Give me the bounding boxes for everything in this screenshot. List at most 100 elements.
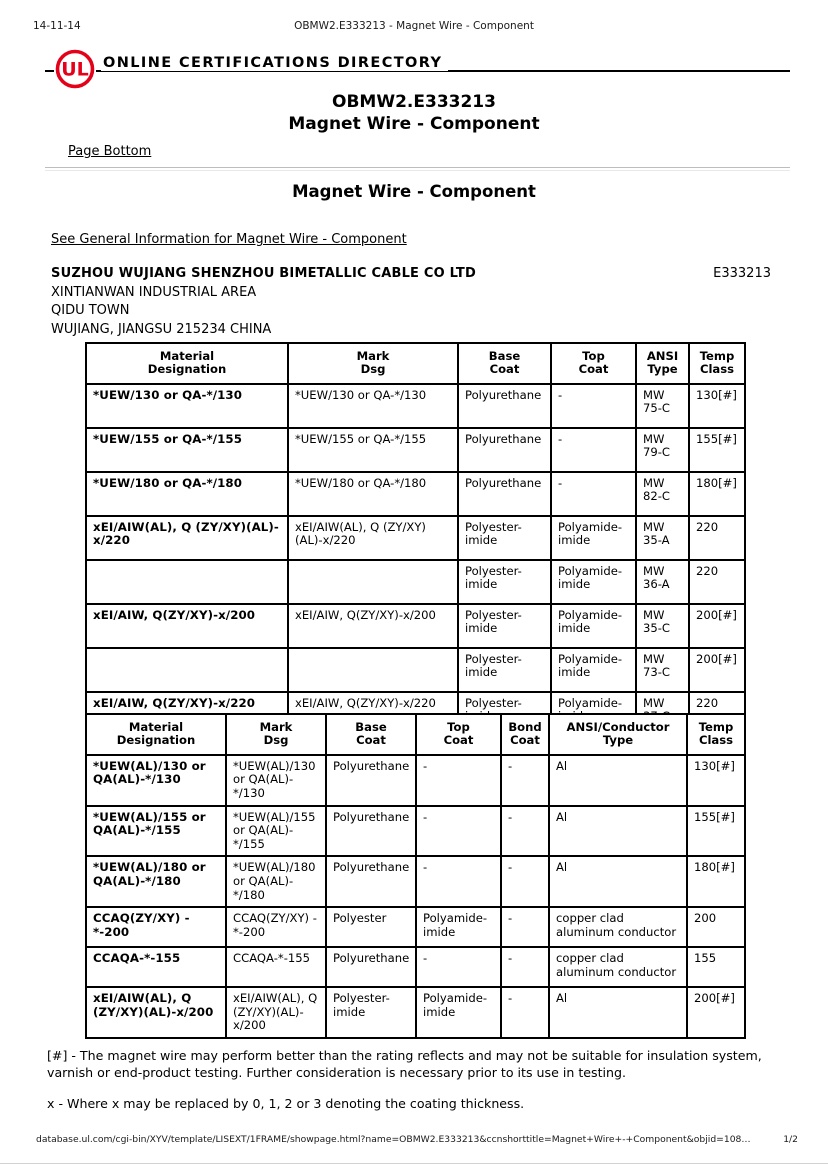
cell-ansi-type: MW 36-A: [635, 558, 690, 605]
cell-base-coat: Polyester: [325, 906, 417, 949]
cell-material-designation: *UEW/155 or QA-*/155: [85, 426, 289, 473]
cell-top-coat: Polyamide-imide: [550, 514, 637, 561]
cell-bond-coat: -: [500, 753, 550, 807]
footnote-x: x - Where x may be replaced by 0, 1, 2 o…: [47, 1095, 525, 1111]
company-name-row: SUZHOU WUJIANG SHENZHOU BIMETALLIC CABLE…: [51, 265, 771, 284]
cell-base-coat: Polyurethane: [325, 804, 417, 858]
header-line2: Designation: [116, 733, 196, 748]
header-line1: Bond: [508, 720, 542, 734]
cell-base-coat: Polyester-imide: [325, 986, 417, 1039]
company-name: SUZHOU WUJIANG SHENZHOU BIMETALLIC CABLE…: [51, 266, 476, 281]
cell-material-designation: [85, 646, 289, 693]
cell-material-designation: xEI/AIW(AL), Q (ZY/XY)(AL)-x/220: [85, 514, 289, 561]
header-line1: Mark: [259, 720, 293, 734]
cell-bond-coat: -: [500, 986, 550, 1039]
cell-top-coat: -: [550, 470, 637, 517]
cell-ansi-conductor-type: Al: [548, 804, 688, 858]
column-header-temp-class: Temp Class: [686, 713, 746, 756]
cell-base-coat: Polyester-imide: [457, 558, 552, 605]
print-header-date: 14-11-14: [33, 20, 81, 32]
cell-material-designation: [85, 558, 289, 605]
cell-mark-dsg: xEI/AIW(AL), Q (ZY/XY)(AL)-x/200: [225, 986, 327, 1039]
cell-mark-dsg: *UEW(AL)/130 or QA(AL)-*/130: [225, 753, 327, 807]
header-line2: Class: [699, 362, 735, 377]
brand-title: ONLINE CERTIFICATIONS DIRECTORY: [101, 55, 449, 71]
ul-logo: UL: [54, 48, 96, 90]
page-bottom-edge: [0, 1163, 828, 1164]
ul-brand-bar: UL ONLINE CERTIFICATIONS DIRECTORY: [45, 46, 790, 92]
cell-mark-dsg: [287, 558, 459, 605]
cell-temp-class: 200: [686, 906, 746, 949]
header-line2: Coat: [489, 362, 520, 377]
cell-top-coat: -: [415, 946, 502, 989]
cell-temp-class: 180[#]: [688, 470, 746, 517]
cell-base-coat: Polyurethane: [325, 753, 417, 807]
column-header-ansi-type: ANSI Type: [635, 342, 690, 385]
section-title: Magnet Wire - Component: [292, 182, 536, 201]
cell-temp-class: 155[#]: [688, 426, 746, 473]
cell-material-designation: *UEW(AL)/130 or QA(AL)-*/130: [85, 753, 227, 807]
print-footer-page-number: 1/2: [783, 1134, 798, 1145]
table-row: *UEW(AL)/130 or QA(AL)-*/130 *UEW(AL)/130…: [85, 753, 746, 807]
cell-temp-class: 155: [686, 946, 746, 989]
cell-top-coat: -: [415, 855, 502, 909]
header-line2: Coat: [510, 733, 540, 748]
header-line2: Dsg: [263, 733, 289, 748]
header-line2: Coat: [578, 362, 609, 377]
column-header-material-designation: Material Designation: [85, 713, 227, 756]
page-bottom-link[interactable]: Page Bottom: [68, 144, 152, 159]
cell-bond-coat: -: [500, 804, 550, 858]
cell-temp-class: 180[#]: [686, 855, 746, 909]
cell-ansi-type: MW 75-C: [635, 382, 690, 429]
table-header-row: Material Designation Mark Dsg Base Coat …: [85, 342, 746, 385]
cell-ansi-type: MW 35-C: [635, 602, 690, 649]
column-header-temp-class: Temp Class: [688, 342, 746, 385]
cell-material-designation: CCAQ(ZY/XY) -*-200: [85, 906, 227, 949]
column-header-bond-coat: Bond Coat: [500, 713, 550, 756]
header-line1: Material: [159, 349, 215, 363]
cell-base-coat: Polyurethane: [325, 946, 417, 989]
print-footer: database.ul.com/cgi-bin/XYV/template/LIS…: [0, 1134, 828, 1148]
header-line1: Mark: [356, 349, 390, 363]
general-information-link[interactable]: See General Information for Magnet Wire …: [51, 232, 407, 247]
header-line1: Base: [488, 349, 521, 363]
cell-top-coat: -: [550, 382, 637, 429]
table-row: CCAQA-*-155 CCAQA-*-155 Polyurethane - - copp…: [85, 946, 746, 989]
table-header-row: Material Designation Mark Dsg Base Coat …: [85, 713, 746, 756]
footnote-hash: [#] - The magnet wire may perform better…: [47, 1048, 762, 1080]
cell-ansi-conductor-type: Al: [548, 753, 688, 807]
table-row: *UEW/155 or QA-*/155 *UEW/155 or QA-*/155…: [85, 426, 746, 473]
column-header-material-designation: Material Designation: [85, 342, 289, 385]
cell-ansi-type: MW 73-C: [635, 646, 690, 693]
cell-bond-coat: -: [500, 855, 550, 909]
cell-top-coat: Polyamide-imide: [415, 986, 502, 1039]
table-row: *UEW/130 or QA-*/130 *UEW/130 or QA-*/130…: [85, 382, 746, 429]
cell-mark-dsg: *UEW/155 or QA-*/155: [287, 426, 459, 473]
cell-top-coat: Polyamide-imide: [550, 602, 637, 649]
footnotes-block: [#] - The magnet wire may perform better…: [47, 1048, 787, 1112]
cell-top-coat: -: [550, 426, 637, 473]
cell-temp-class: 200[#]: [688, 646, 746, 693]
cell-mark-dsg: xEI/AIW(AL), Q (ZY/XY)(AL)-x/220: [287, 514, 459, 561]
cell-base-coat: Polyurethane: [325, 855, 417, 909]
cell-ansi-conductor-type: copper clad aluminum conductor: [548, 906, 688, 949]
cell-top-coat: Polyamide-imide: [415, 906, 502, 949]
header-line2: Type: [602, 733, 634, 748]
cell-mark-dsg: *UEW/180 or QA-*/180: [287, 470, 459, 517]
company-address-line: WUJIANG, JIANGSU 215234 CHINA: [51, 321, 272, 337]
cell-mark-dsg: xEI/AIW, Q(ZY/XY)-x/200: [287, 602, 459, 649]
cell-bond-coat: -: [500, 946, 550, 989]
column-header-top-coat: Top Coat: [550, 342, 637, 385]
cell-temp-class: 200[#]: [686, 986, 746, 1039]
header-line1: ANSI: [646, 349, 679, 363]
table-row: xEI/AIW, Q(ZY/XY)-x/200 xEI/AIW, Q(ZY/XY)…: [85, 602, 746, 649]
cell-temp-class: 155[#]: [686, 804, 746, 858]
magnet-wire-table-aluminum: Material Designation Mark Dsg Base Coat …: [85, 713, 746, 1039]
cell-material-designation: CCAQA-*-155: [85, 946, 227, 989]
cell-ansi-conductor-type: Al: [548, 986, 688, 1039]
cell-temp-class: 130[#]: [688, 382, 746, 429]
document-title: OBMW2.E333213 Magnet Wire - Component: [0, 92, 828, 135]
table-row: xEI/AIW(AL), Q (ZY/XY)(AL)-x/220 xEI/AIW(…: [85, 514, 746, 561]
header-line1: Top: [447, 720, 470, 734]
cell-material-designation: *UEW(AL)/180 or QA(AL)-*/180: [85, 855, 227, 909]
